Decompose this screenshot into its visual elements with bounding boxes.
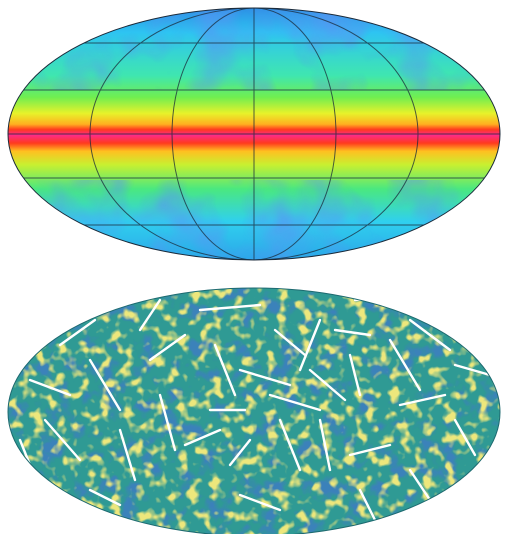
top-map (0, 0, 509, 270)
page-body: (() => { const data = JSON.parse(documen… (0, 0, 509, 534)
sky-maps (0, 0, 509, 534)
page: All-sky maps {} html, body { margin: 0; … (0, 0, 509, 534)
hot-spots (0, 285, 509, 534)
bottom-map (0, 285, 509, 534)
streak (355, 297, 400, 300)
